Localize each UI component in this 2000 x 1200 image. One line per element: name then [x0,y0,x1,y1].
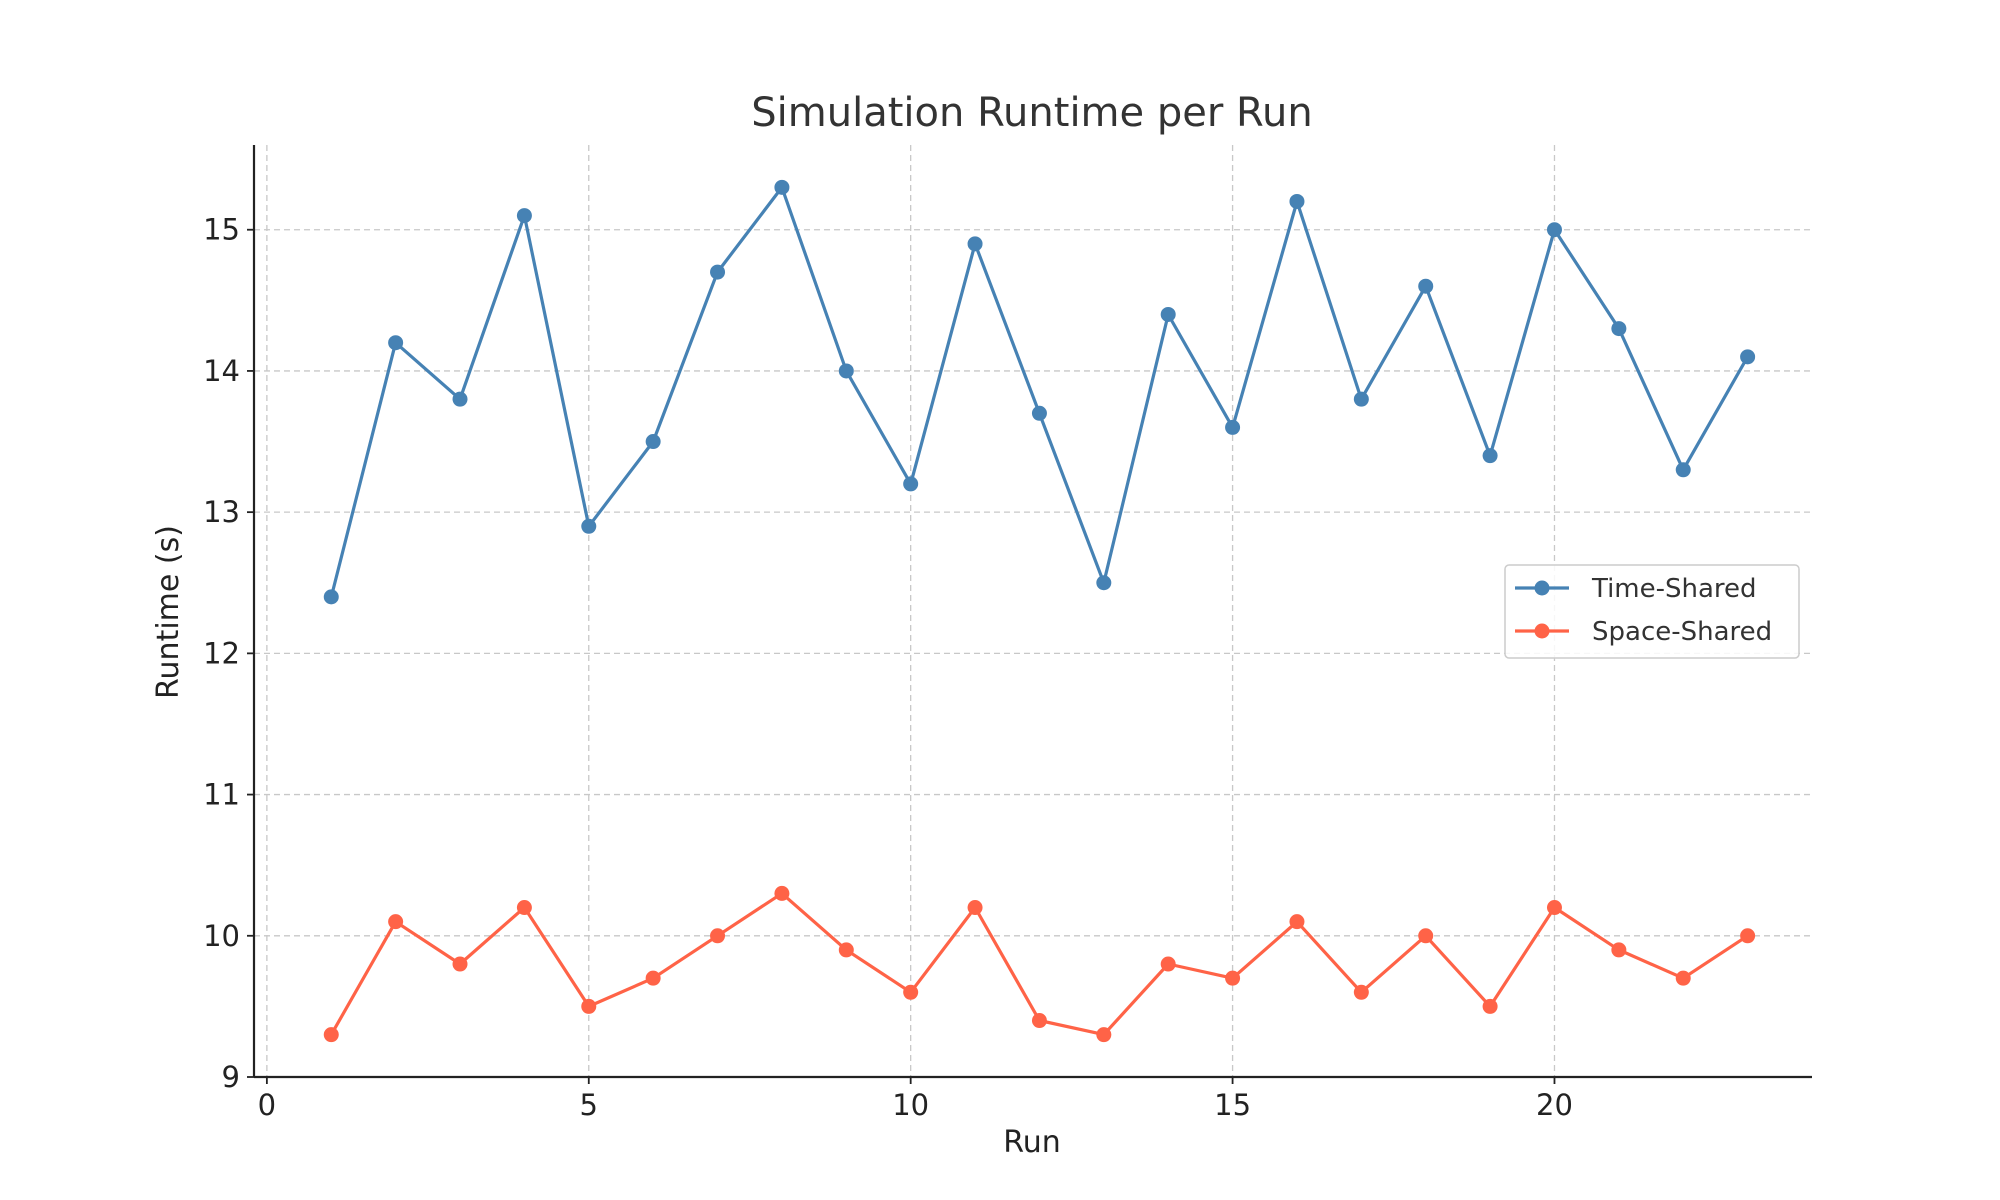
series-time-shared [323,179,1756,605]
data-point-time-shared-14 [1160,306,1176,322]
legend-frame [1504,564,1800,659]
data-point-space-shared-9 [838,942,854,958]
y-tick-label-0: 9 [222,1060,240,1094]
data-point-space-shared-14 [1160,956,1176,972]
data-point-space-shared-10 [903,984,919,1000]
data-point-time-shared-16 [1289,193,1305,209]
data-point-space-shared-3 [452,956,468,972]
data-point-space-shared-22 [1675,970,1691,986]
data-point-time-shared-10 [903,476,919,492]
data-point-space-shared-8 [774,885,790,901]
data-point-space-shared-1 [323,1027,339,1043]
data-point-space-shared-17 [1353,984,1369,1000]
data-point-space-shared-16 [1289,914,1305,930]
data-point-time-shared-20 [1546,222,1562,238]
y-tick-label-4: 13 [203,495,240,529]
data-point-space-shared-21 [1611,942,1627,958]
y-tick-label-2: 11 [203,778,240,812]
data-point-space-shared-7 [710,928,726,944]
legend-label-space-shared: Space-Shared [1592,617,1772,647]
legend-marker-time-shared [1534,580,1550,596]
data-point-space-shared-2 [388,914,404,930]
axes [247,145,1812,1084]
legend-label-time-shared: Time-Shared [1591,574,1757,604]
data-point-time-shared-4 [516,208,532,224]
data-point-time-shared-11 [967,236,983,252]
legend: Time-Shared Space-Shared [1504,564,1800,659]
x-tick-label-4: 20 [1536,1088,1573,1122]
data-point-time-shared-2 [388,335,404,351]
data-point-time-shared-17 [1353,391,1369,407]
x-tick-label-0: 0 [258,1088,276,1122]
data-point-space-shared-13 [1096,1027,1112,1043]
data-point-time-shared-6 [645,434,661,450]
x-tick-label-3: 15 [1214,1088,1251,1122]
data-point-space-shared-15 [1225,970,1241,986]
series-space-shared [323,885,1756,1043]
data-point-time-shared-23 [1740,349,1756,365]
data-point-space-shared-6 [645,970,661,986]
y-tick-label-5: 14 [203,354,240,388]
tick-labels: 0 5 10 15 20 9 10 11 12 13 14 15 [203,213,1573,1122]
data-point-space-shared-20 [1546,900,1562,916]
y-tick-label-1: 10 [203,919,240,953]
x-tick-label-1: 5 [580,1088,598,1122]
data-point-time-shared-1 [323,589,339,605]
legend-entry-space-shared: Space-Shared [1515,617,1772,647]
data-point-time-shared-15 [1225,419,1241,435]
series-layer [323,179,1756,1043]
data-point-time-shared-13 [1096,575,1112,591]
y-tick-label-3: 12 [203,636,240,670]
data-point-time-shared-12 [1031,405,1047,421]
data-point-time-shared-18 [1418,278,1434,294]
data-point-space-shared-18 [1418,928,1434,944]
chart-title: Simulation Runtime per Run [751,90,1312,136]
data-point-space-shared-19 [1482,998,1498,1014]
data-point-space-shared-4 [516,900,532,916]
data-point-space-shared-5 [581,998,597,1014]
data-point-time-shared-7 [710,264,726,280]
x-axis-label: Run [1003,1125,1061,1160]
series-line-time-shared [329,185,1749,598]
data-point-time-shared-22 [1675,462,1691,478]
data-point-time-shared-8 [774,179,790,195]
data-point-space-shared-12 [1031,1013,1047,1029]
x-tick-label-2: 10 [892,1088,929,1122]
data-point-time-shared-3 [452,391,468,407]
data-point-time-shared-21 [1611,321,1627,337]
legend-entry-time-shared: Time-Shared [1515,574,1757,604]
legend-marker-space-shared [1534,623,1550,639]
y-tick-label-6: 15 [203,213,240,247]
data-point-space-shared-23 [1740,928,1756,944]
data-point-time-shared-5 [581,518,597,534]
data-point-space-shared-11 [967,900,983,916]
data-point-time-shared-19 [1482,448,1498,464]
y-axis-label: Runtime (s) [151,525,186,699]
data-point-time-shared-9 [838,363,854,379]
